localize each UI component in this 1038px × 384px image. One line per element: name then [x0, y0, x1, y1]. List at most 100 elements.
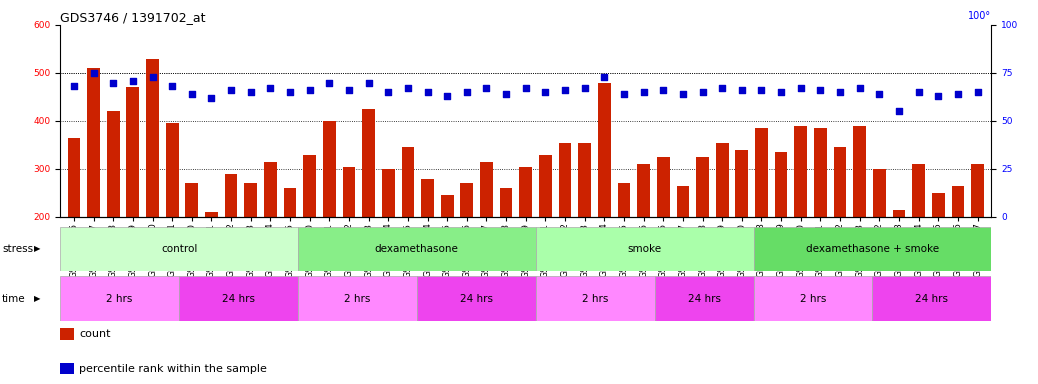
- Point: [125, 78, 141, 84]
- Bar: [834, 147, 846, 313]
- Point: [950, 91, 966, 97]
- Point: [694, 89, 711, 95]
- Bar: [298, 276, 417, 321]
- Text: smoke: smoke: [628, 243, 661, 254]
- Text: dexamethasone: dexamethasone: [375, 243, 459, 254]
- Text: control: control: [161, 243, 197, 254]
- Point: [537, 89, 553, 95]
- Point: [400, 85, 416, 91]
- Bar: [696, 157, 709, 313]
- Bar: [677, 186, 689, 313]
- Bar: [421, 179, 434, 313]
- Point: [419, 89, 436, 95]
- Point: [773, 89, 790, 95]
- Bar: [873, 169, 885, 313]
- Bar: [716, 142, 729, 313]
- Bar: [736, 150, 748, 313]
- Point: [184, 91, 200, 97]
- Point: [281, 89, 298, 95]
- Text: percentile rank within the sample: percentile rank within the sample: [79, 364, 267, 374]
- Point: [498, 91, 515, 97]
- Point: [439, 93, 456, 99]
- Bar: [283, 188, 297, 313]
- Point: [65, 83, 82, 89]
- Bar: [853, 126, 866, 313]
- Bar: [536, 227, 754, 271]
- Bar: [972, 164, 984, 313]
- Bar: [186, 184, 198, 313]
- Bar: [441, 195, 454, 313]
- Bar: [303, 155, 316, 313]
- Point: [851, 85, 868, 91]
- Point: [105, 79, 121, 86]
- Bar: [754, 227, 991, 271]
- Bar: [343, 167, 355, 313]
- Point: [576, 85, 593, 91]
- Bar: [598, 83, 610, 313]
- Text: 24 hrs: 24 hrs: [460, 293, 493, 304]
- Point: [144, 74, 161, 80]
- Point: [635, 89, 652, 95]
- Point: [910, 89, 927, 95]
- Bar: [618, 184, 630, 313]
- Bar: [774, 152, 788, 313]
- Bar: [755, 128, 768, 313]
- Point: [203, 95, 220, 101]
- Text: time: time: [2, 294, 26, 304]
- Text: stress: stress: [2, 244, 33, 254]
- Bar: [382, 169, 394, 313]
- Bar: [166, 123, 179, 313]
- Text: 24 hrs: 24 hrs: [916, 293, 949, 304]
- Bar: [519, 167, 532, 313]
- Bar: [298, 227, 536, 271]
- Point: [518, 85, 535, 91]
- Text: 2 hrs: 2 hrs: [582, 293, 608, 304]
- Text: 2 hrs: 2 hrs: [107, 293, 133, 304]
- Point: [360, 79, 377, 86]
- Bar: [814, 128, 827, 313]
- Point: [380, 89, 397, 95]
- Bar: [637, 164, 650, 313]
- Bar: [417, 276, 536, 321]
- Point: [812, 87, 828, 93]
- Bar: [893, 210, 905, 313]
- Bar: [146, 59, 159, 313]
- Text: 24 hrs: 24 hrs: [687, 293, 720, 304]
- Bar: [952, 186, 964, 313]
- Bar: [872, 276, 991, 321]
- Bar: [264, 162, 277, 313]
- Text: count: count: [79, 329, 110, 339]
- Bar: [67, 138, 80, 313]
- Point: [734, 87, 750, 93]
- Point: [262, 85, 278, 91]
- Point: [340, 87, 357, 93]
- Bar: [655, 276, 754, 321]
- Point: [479, 85, 495, 91]
- Point: [754, 87, 770, 93]
- Bar: [536, 276, 655, 321]
- Bar: [87, 68, 100, 313]
- Text: GDS3746 / 1391702_at: GDS3746 / 1391702_at: [60, 11, 206, 24]
- Text: 24 hrs: 24 hrs: [222, 293, 255, 304]
- Bar: [362, 109, 375, 313]
- Point: [596, 74, 612, 80]
- Point: [675, 91, 691, 97]
- Point: [792, 85, 809, 91]
- Bar: [60, 227, 298, 271]
- Text: dexamethasone + smoke: dexamethasone + smoke: [805, 243, 939, 254]
- Bar: [323, 121, 335, 313]
- Bar: [657, 157, 670, 313]
- Point: [655, 87, 672, 93]
- Bar: [60, 276, 180, 321]
- Text: ▶: ▶: [34, 294, 40, 303]
- Bar: [539, 155, 552, 313]
- Point: [714, 85, 731, 91]
- Bar: [461, 184, 473, 313]
- Point: [85, 70, 102, 76]
- Point: [243, 89, 260, 95]
- Bar: [932, 193, 945, 313]
- Text: 2 hrs: 2 hrs: [345, 293, 371, 304]
- Point: [223, 87, 240, 93]
- Point: [164, 83, 181, 89]
- Point: [891, 108, 907, 114]
